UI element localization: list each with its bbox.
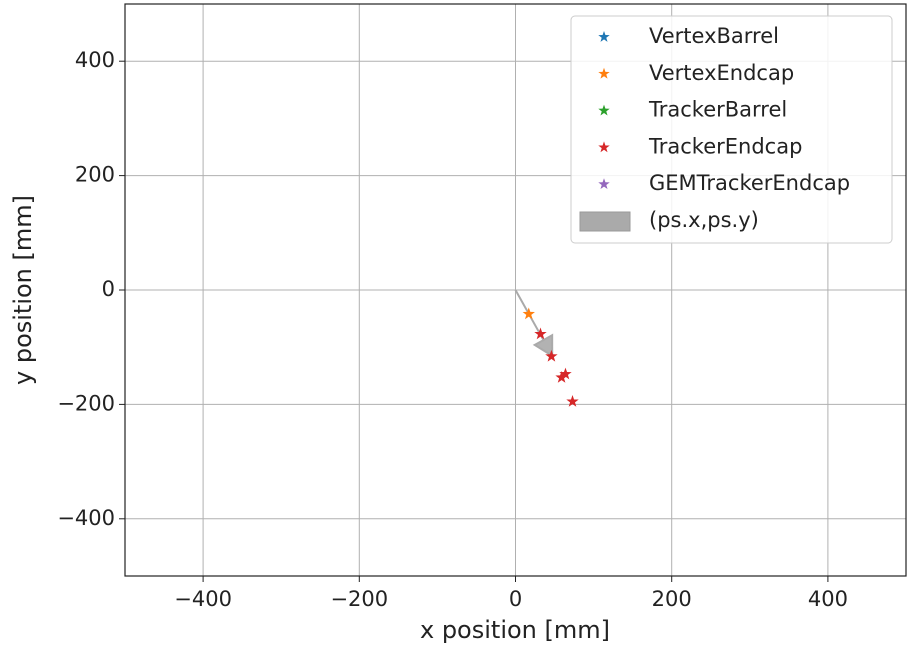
legend-label: TrackerBarrel [648, 98, 787, 122]
plot-frame [124, 3, 907, 577]
point [522, 307, 535, 320]
legend-label: GEMTrackerEndcap [649, 171, 850, 195]
x-tick-label: 200 [652, 587, 692, 611]
legend-label: (ps.x,ps.y) [649, 208, 759, 232]
legend-marker [598, 31, 610, 42]
y-tick-label: −400 [57, 506, 115, 530]
legend-marker [598, 141, 610, 153]
point [534, 327, 547, 340]
y-tick-label: 200 [75, 163, 115, 187]
legend-marker [598, 178, 610, 190]
x-tick-label: 0 [509, 587, 522, 611]
point [566, 395, 579, 407]
y-tick-label: −200 [57, 391, 115, 415]
legend-label: TrackerEndcap [648, 134, 802, 158]
legend-label: VertexBarrel [649, 24, 779, 48]
legend-marker [598, 67, 610, 79]
x-tick-label: 400 [808, 587, 848, 611]
point [545, 349, 558, 362]
x-tick-label: −400 [174, 587, 232, 611]
x-axis-label: x position [mm] [420, 616, 610, 644]
point [555, 371, 568, 383]
y-tick-label: 0 [102, 277, 115, 301]
legend-label: VertexEndcap [649, 61, 794, 85]
x-tick-label: −200 [330, 587, 388, 611]
legend-marker [598, 104, 610, 116]
legend-box [570, 15, 893, 244]
y-tick-label: 400 [75, 48, 115, 72]
y-axis-label: y position [mm] [9, 195, 37, 385]
arrow [514, 289, 554, 358]
point [559, 367, 572, 380]
legend: VertexBarrel VertexEndcap TrackerBarrel Tra… [570, 15, 893, 244]
legend-patch [579, 211, 631, 232]
